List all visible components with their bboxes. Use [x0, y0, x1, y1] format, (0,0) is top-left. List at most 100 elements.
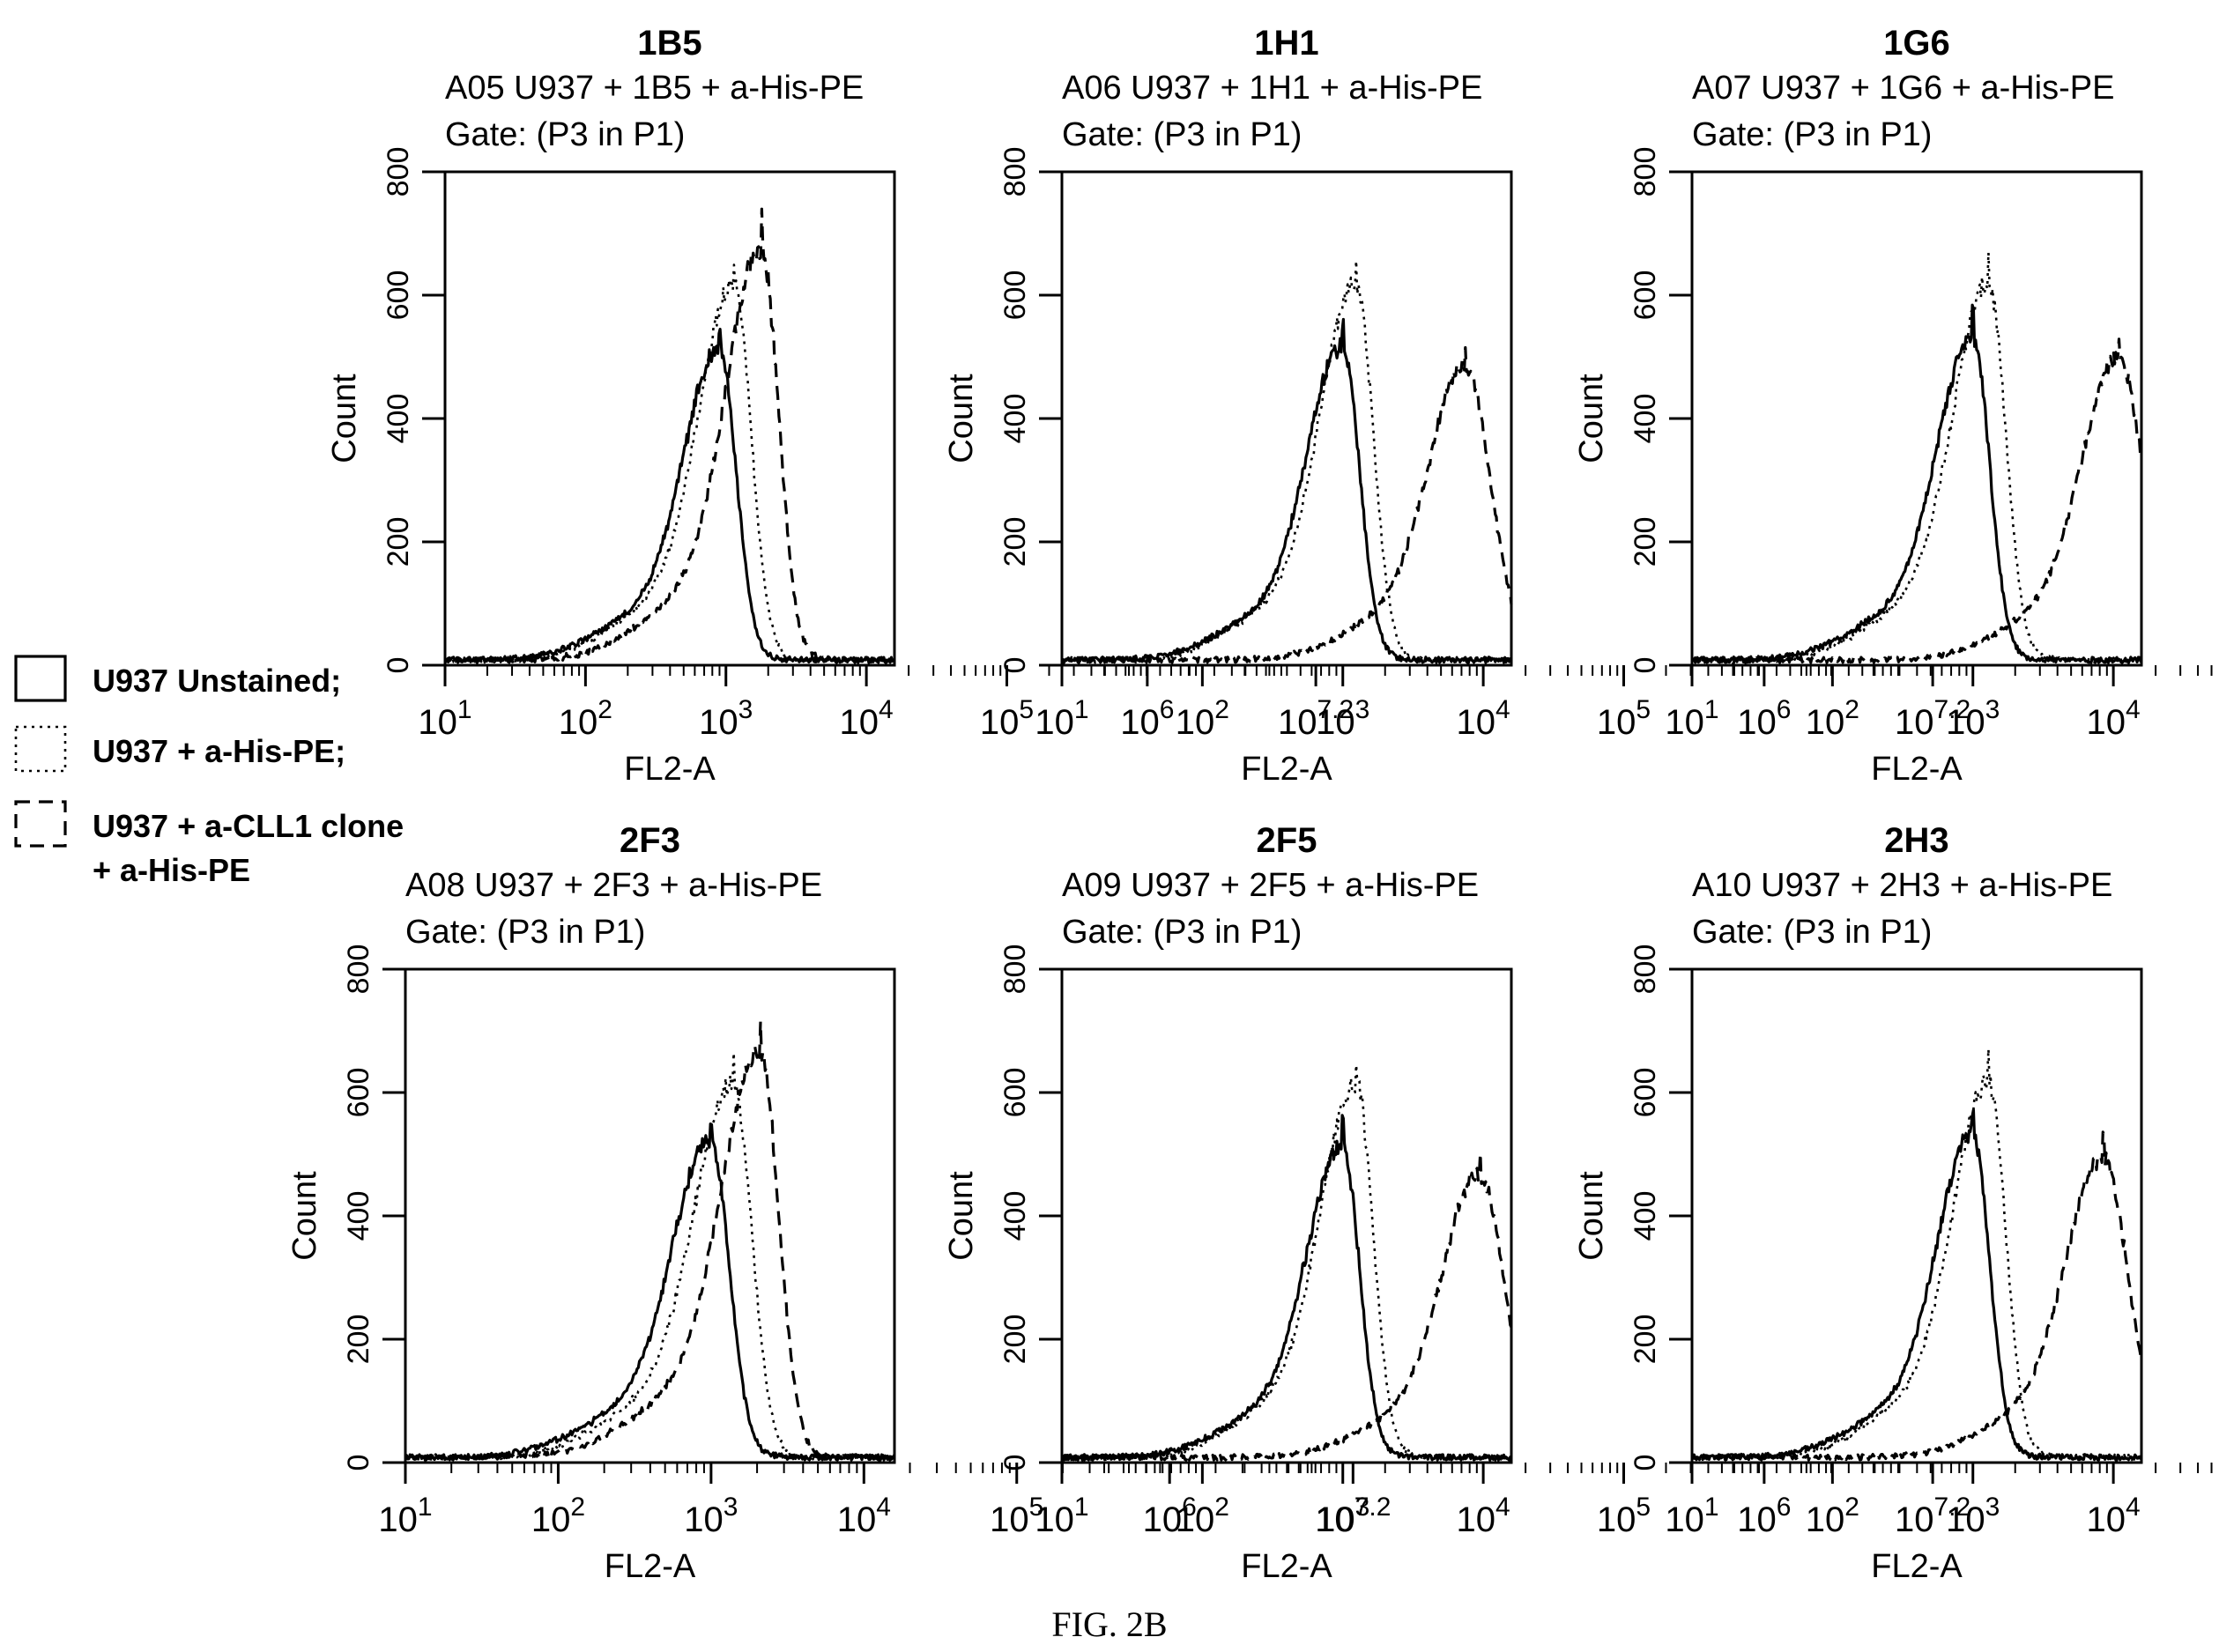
y-tick-label: 0 — [1629, 1455, 1662, 1471]
x-tick-exponent: 6 — [1777, 1493, 1792, 1522]
x-tick-exponent: 4 — [2126, 1493, 2141, 1522]
panel-subtitle: A05 U937 + 1B5 + a-His-PE — [445, 70, 864, 107]
x-tick-label: 106 — [1120, 695, 1174, 742]
x-tick-exponent: 4 — [879, 695, 894, 724]
x-tick-exponent: 5 — [1019, 695, 1034, 724]
x-tick-label: 103 — [1946, 695, 2000, 742]
x-tick-exponent: 4 — [1495, 695, 1510, 724]
panel-gate: Gate: (P3 in P1) — [445, 116, 685, 153]
histogram-panel-1h1: 1H1 A06 U937 + 1H1 + a-His-PE Gate: (P3 in… — [943, 24, 1970, 788]
panel-gate: Gate: (P3 in P1) — [1062, 914, 1302, 951]
x-tick-base: 10 — [531, 1500, 571, 1539]
x-tick-base: 10 — [2087, 703, 2126, 742]
panel-subtitle: A06 U937 + 1H1 + a-His-PE — [1062, 70, 1482, 107]
histogram-panel-1b5: 1B5 A05 U937 + 1B5 + a-His-PE Gate: (P3 in… — [326, 24, 1354, 788]
histogram-grid: 1B5 A05 U937 + 1B5 + a-His-PE Gate: (P3 in… — [286, 24, 2213, 1585]
x-tick-exponent: 2 — [1214, 1493, 1229, 1522]
y-tick-label: 600 — [342, 1068, 375, 1118]
x-axis-label: FL2-A — [1241, 1548, 1332, 1585]
y-tick-label: 0 — [998, 657, 1032, 674]
x-tick-exponent: 2 — [1214, 695, 1229, 724]
y-axis-label: Count — [943, 374, 980, 463]
plot-frame — [404, 967, 896, 1464]
x-tick-label: 102 — [559, 695, 612, 742]
y-tick-label: 800 — [998, 147, 1032, 197]
histogram-panel-2h3: 2H3 A10 U937 + 2H3 + a-His-PE Gate: (P3 in… — [1573, 821, 2213, 1585]
series-line-dotted — [1690, 1048, 2142, 1462]
x-tick-base: 10 — [699, 703, 738, 742]
series-line-dotted — [404, 1051, 896, 1462]
x-tick-label: 105 — [1597, 695, 1651, 742]
x-tick-label: 106 — [1737, 695, 1791, 742]
plot-frame — [1690, 170, 2143, 667]
x-tick-base: 10 — [1457, 703, 1496, 742]
y-axis-label: Count — [1573, 374, 1610, 463]
series-line-solid — [443, 328, 895, 664]
x-tick-base: 10 — [2087, 1500, 2126, 1539]
series-line-dotted — [1060, 1063, 1513, 1462]
panel-title: 1G6 — [1883, 24, 1950, 63]
x-tick-exponent: 7.2 — [1354, 1493, 1392, 1522]
x-tick-base: 10 — [1737, 703, 1777, 742]
histogram-panel-2f5: 2F5 A09 U937 + 2F5 + a-His-PE Gate: (P3 in… — [943, 821, 1970, 1585]
x-tick-label: 104 — [2087, 695, 2141, 742]
y-tick-label: 200 — [1629, 1315, 1662, 1365]
x-tick-exponent: 3 — [724, 1493, 738, 1522]
y-tick-label: 0 — [342, 1455, 375, 1471]
legend-label: U937 + a-CLL1 clone — [93, 808, 404, 844]
x-tick-base: 10 — [1457, 1500, 1496, 1539]
y-tick-label: 600 — [382, 270, 415, 321]
x-tick-base: 10 — [1176, 703, 1215, 742]
x-tick-base: 10 — [378, 1500, 418, 1539]
x-tick-exponent: 3 — [738, 695, 753, 724]
x-tick-label: 106 — [1143, 1493, 1197, 1539]
y-axis-label: Count — [286, 1171, 323, 1261]
x-tick-base: 10 — [1176, 1500, 1215, 1539]
legend-entry-dotted: U937 + a-His-PE; — [14, 725, 345, 773]
series-line-dashed — [1060, 1151, 1513, 1462]
y-tick-label: 0 — [382, 657, 415, 674]
x-tick-exponent: 6 — [1160, 695, 1175, 724]
x-tick-exponent: 5 — [1029, 1493, 1044, 1522]
y-tick-label: 600 — [998, 270, 1032, 321]
x-tick-base: 10 — [1895, 1500, 1934, 1539]
panel-subtitle: A07 U937 + 1G6 + a-His-PE — [1692, 70, 2114, 107]
x-tick-label: 102 — [1806, 1493, 1859, 1539]
x-axis-label: FL2-A — [624, 751, 716, 788]
x-tick-base: 10 — [1120, 703, 1160, 742]
x-tick-base: 10 — [1035, 703, 1074, 742]
x-tick-label: 101 — [1665, 695, 1718, 742]
y-tick-label: 200 — [998, 517, 1032, 567]
legend-entry-solid: U937 Unstained; — [14, 655, 341, 702]
y-tick-label: 400 — [382, 394, 415, 444]
x-tick-exponent: 1 — [457, 695, 472, 724]
panel-title: 2F5 — [1257, 821, 1317, 860]
plot-frame — [443, 170, 896, 667]
x-tick-label: 107.2 — [1895, 695, 1970, 742]
legend-swatch-dashed — [14, 800, 67, 848]
series-line-dashed — [443, 207, 895, 664]
y-tick-label: 0 — [1629, 657, 1662, 674]
x-tick-label: 104 — [1457, 695, 1510, 742]
y-axis-label: Count — [943, 1171, 980, 1261]
x-tick-exponent: 6 — [1777, 695, 1792, 724]
x-tick-exponent: 3 — [1355, 695, 1370, 724]
y-tick-label: 600 — [1629, 270, 1662, 321]
x-tick-label: 103 — [699, 695, 753, 742]
panel-title: 1B5 — [637, 24, 701, 63]
x-tick-label: 103 — [1946, 1493, 2000, 1539]
x-tick-exponent: 1 — [1704, 695, 1719, 724]
figure-caption: FIG. 2B — [1051, 1604, 1167, 1644]
y-tick-label: 800 — [382, 147, 415, 197]
panel-subtitle: A09 U937 + 2F5 + a-His-PE — [1062, 867, 1479, 904]
x-tick-base: 10 — [1597, 1500, 1636, 1539]
plot-frame — [1060, 967, 1513, 1464]
x-tick-label: 101 — [378, 1493, 432, 1539]
series-line-dotted — [1690, 251, 2142, 664]
series-line-dashed — [404, 1019, 895, 1462]
series-line-dashed — [1691, 1130, 2143, 1462]
x-tick-label: 103 — [1316, 1493, 1369, 1539]
series-line-solid — [1691, 1108, 2143, 1462]
x-tick-label: 107.2 — [1278, 695, 1354, 742]
